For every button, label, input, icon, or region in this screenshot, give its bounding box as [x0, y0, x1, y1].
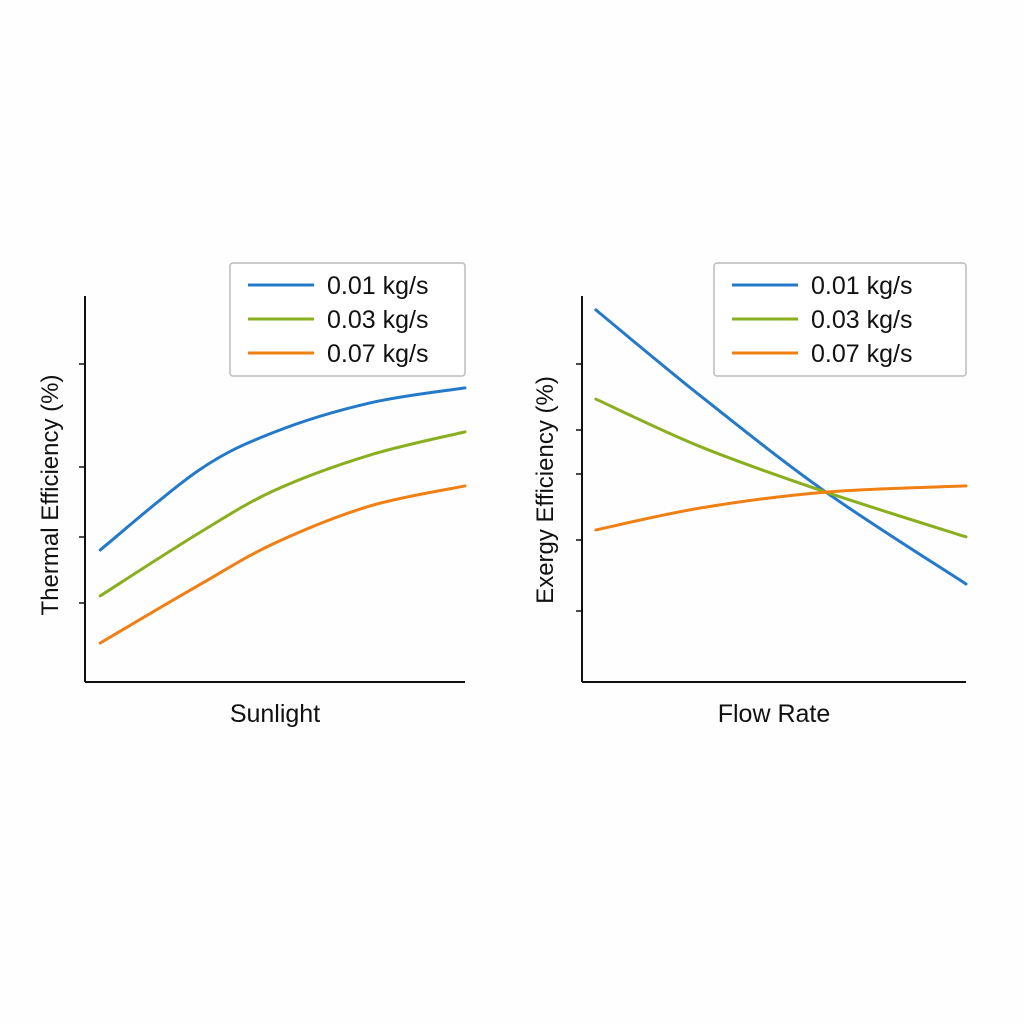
series-line-2 — [98, 430, 467, 598]
series-line-1 — [594, 308, 968, 586]
x-axis-label: Sunlight — [230, 700, 320, 728]
legend-label: 0.01 kg/s — [811, 272, 912, 300]
legend-label: 0.07 kg/s — [811, 340, 912, 368]
series-line-3 — [594, 484, 968, 532]
series-line-3 — [98, 484, 467, 645]
legend-box — [229, 262, 466, 377]
y-axis-label: Exergy Efficiency (%) — [532, 376, 559, 604]
legend-label: 0.01 kg/s — [327, 272, 428, 300]
legend-box — [713, 262, 967, 377]
series-line-2 — [594, 397, 968, 539]
y-axis-label: Thermal Efficiency (%) — [37, 375, 64, 616]
legend-label: 0.07 kg/s — [327, 340, 428, 368]
x-axis-label: Flow Rate — [718, 700, 831, 728]
legend-label: 0.03 kg/s — [811, 306, 912, 334]
legend: 0.01 kg/s 0.03 kg/s 0.07 kg/s — [229, 262, 466, 377]
series-line-1 — [98, 386, 467, 552]
legend-label: 0.03 kg/s — [327, 306, 428, 334]
legend: 0.01 kg/s 0.03 kg/s 0.07 kg/s — [713, 262, 967, 377]
